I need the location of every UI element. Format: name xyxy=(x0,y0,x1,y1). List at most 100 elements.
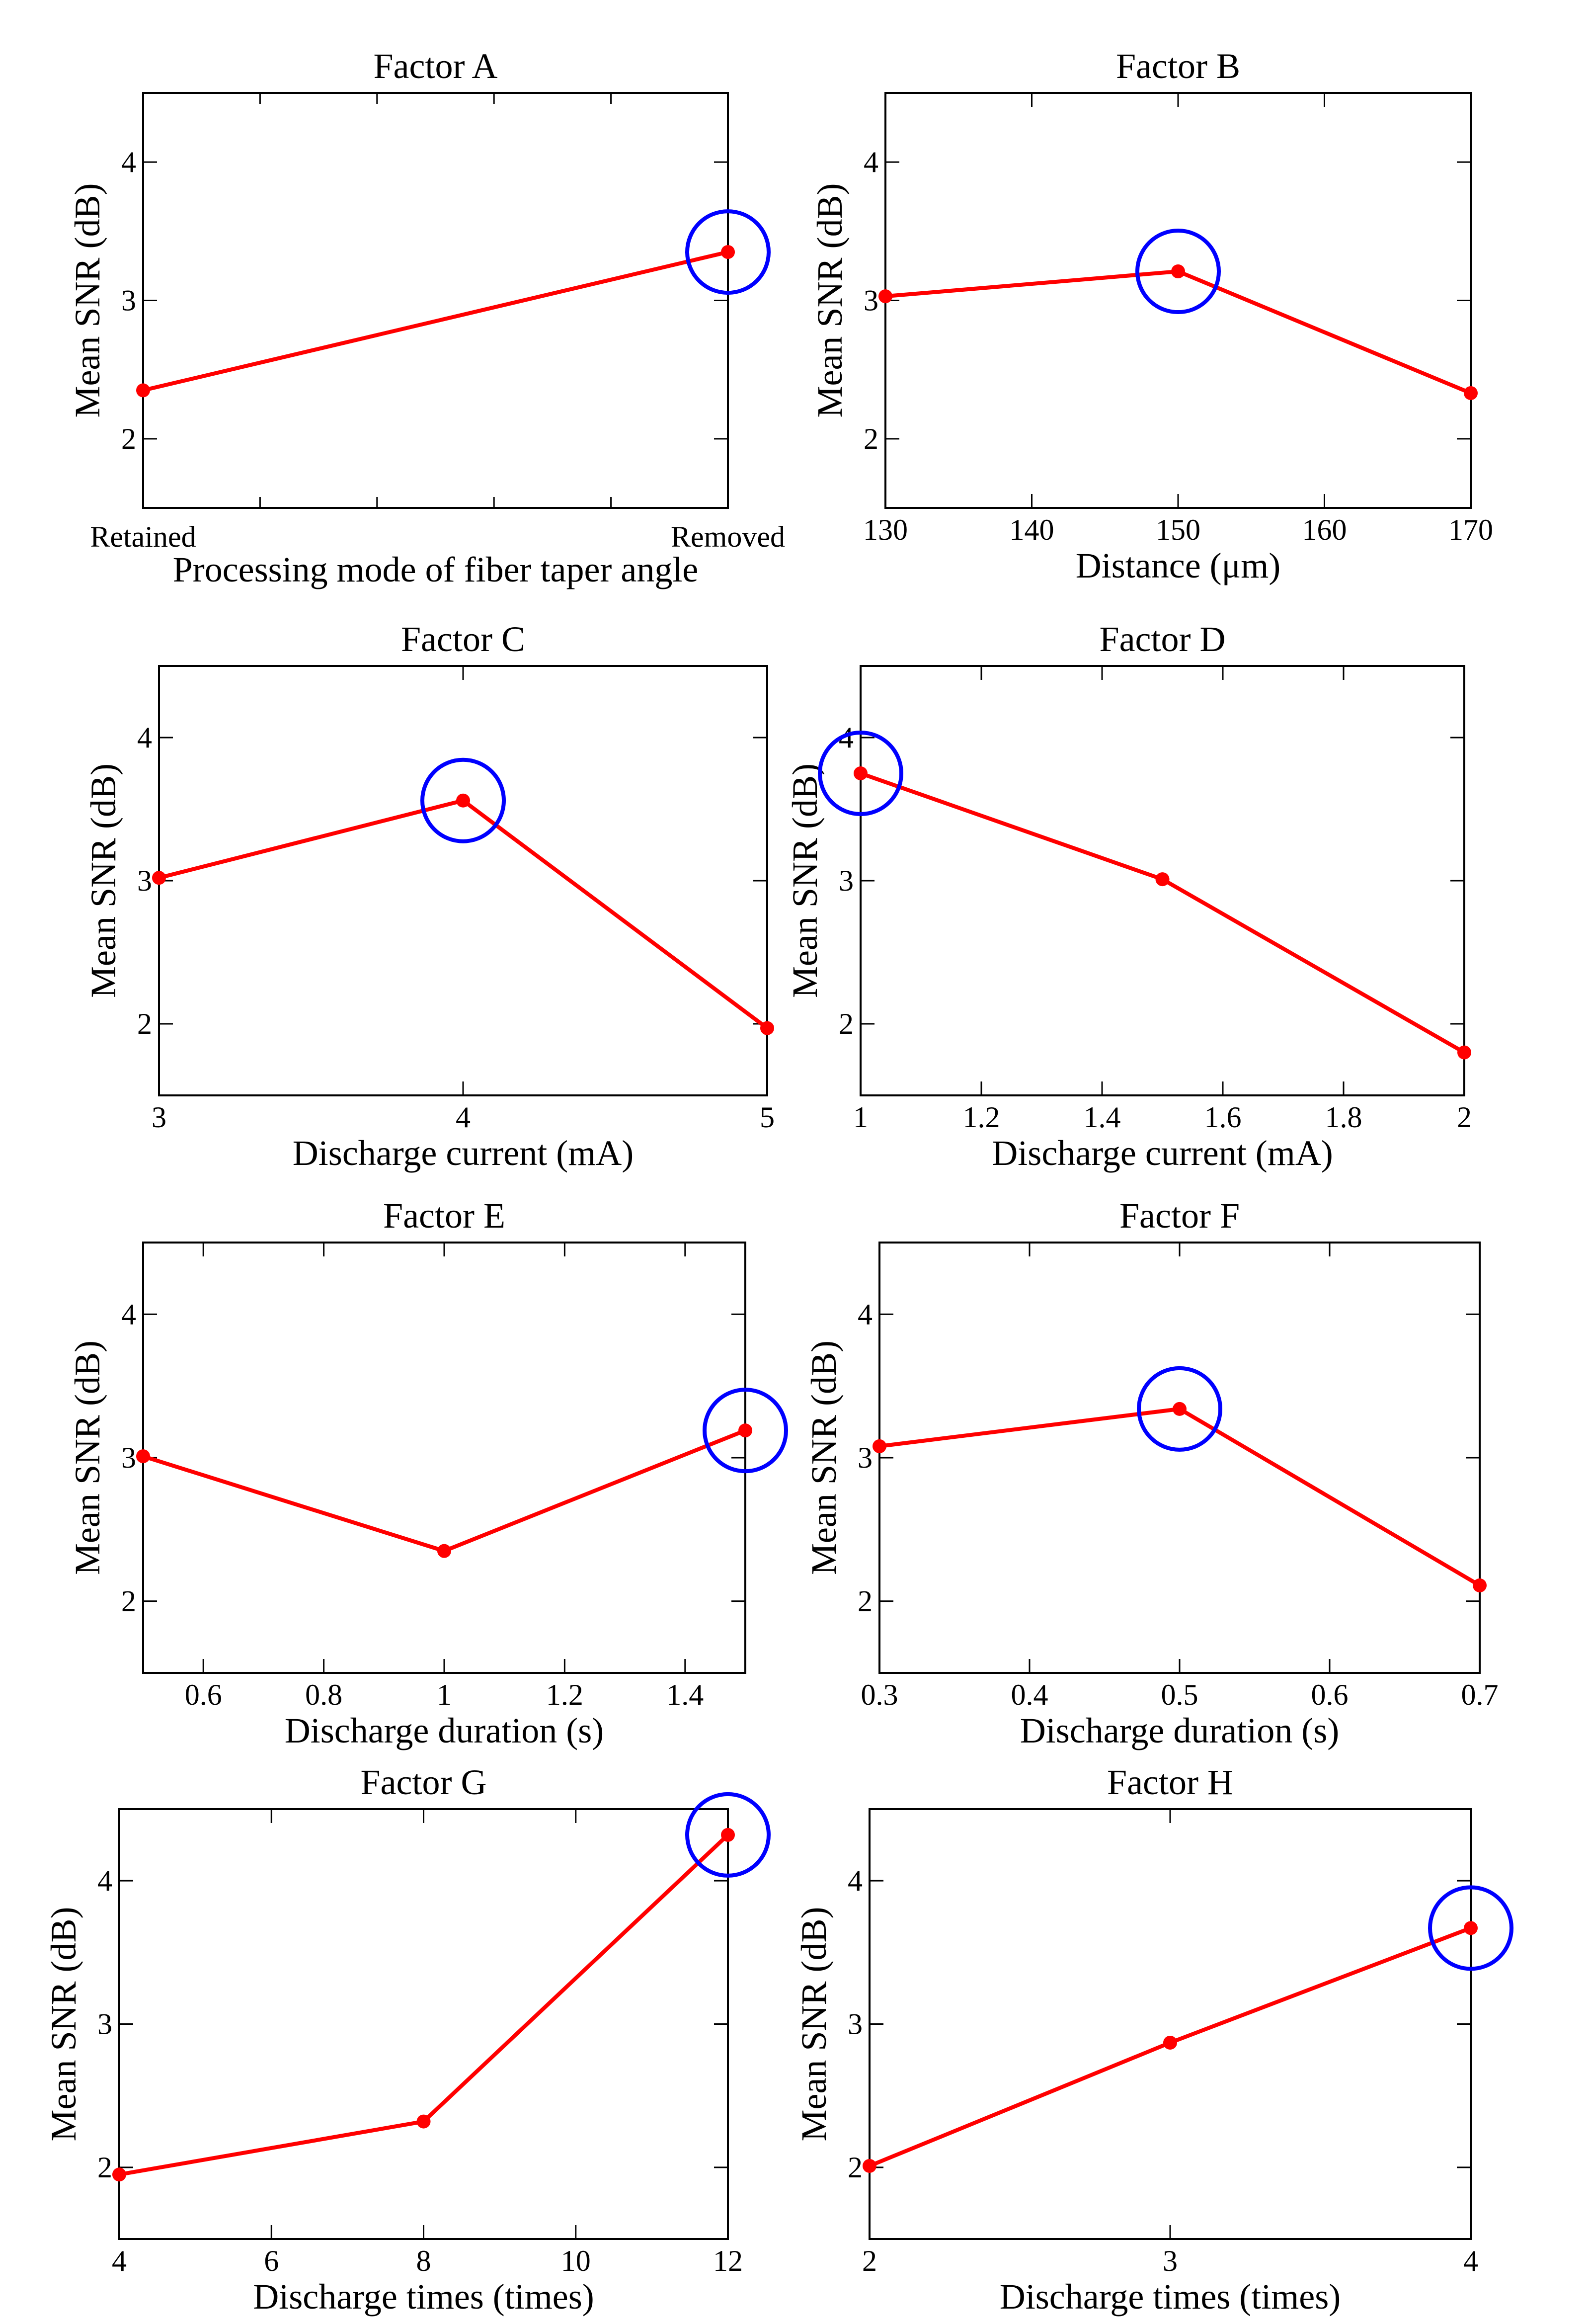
data-point xyxy=(1171,264,1185,279)
chart-title: Factor B xyxy=(1116,46,1240,86)
x-tick-label: 0.6 xyxy=(1311,1678,1349,1711)
x-tick-label: 0.5 xyxy=(1161,1678,1198,1711)
x-tick-label: 0.7 xyxy=(1461,1678,1499,1711)
x-axis-label: Discharge current (mA) xyxy=(992,1133,1333,1173)
y-tick-label: 4 xyxy=(864,146,878,178)
data-point xyxy=(873,1439,886,1453)
x-tick-label: 8 xyxy=(416,2244,431,2277)
x-tick-label: 0.6 xyxy=(185,1678,222,1711)
x-axis-label: Distance (μm) xyxy=(1076,546,1280,585)
x-tick-label: 160 xyxy=(1302,513,1347,546)
series-line xyxy=(157,798,769,1030)
optimal-level-highlight xyxy=(1135,229,1221,315)
series-line xyxy=(877,1407,1482,1587)
x-tick-label: 3 xyxy=(1163,2244,1178,2277)
y-tick-label: 3 xyxy=(848,2008,863,2041)
x-tick-label: 4 xyxy=(1463,2244,1478,2277)
chart-panel: Factor C 2 3 4 3 4 5 Discharge current (mA) Mean… xyxy=(83,619,775,1173)
y-axis-label: Mean SNR (dB) xyxy=(810,183,850,418)
y-tick-label: 3 xyxy=(97,2008,112,2041)
y-tick-label: 2 xyxy=(121,422,136,455)
x-tick-label: 150 xyxy=(1156,513,1200,546)
y-axis-label: Mean SNR (dB) xyxy=(794,1907,834,2142)
x-tick-label: 4 xyxy=(456,1101,471,1134)
x-tick-label: 1.8 xyxy=(1325,1101,1362,1134)
x-tick-label: 1 xyxy=(853,1101,868,1134)
x-tick-label: 12 xyxy=(713,2244,743,2277)
data-point xyxy=(878,289,892,304)
series-line xyxy=(141,1428,747,1553)
x-axis-label: Discharge duration (s) xyxy=(285,1711,604,1750)
chart-panel: Factor F 2 3 4 0.3 0.4 0.5 0.6 0.7 Discharge dura… xyxy=(804,1196,1499,1750)
y-tick-label: 4 xyxy=(848,1864,863,1897)
plot-frame xyxy=(158,665,768,1096)
plot-frame xyxy=(118,1808,729,2240)
x-tick-label: 140 xyxy=(1010,513,1054,546)
y-axis-label: Mean SNR (dB) xyxy=(804,1340,844,1575)
x-axis-label: Discharge times (times) xyxy=(1000,2277,1341,2317)
optimal-level-highlight xyxy=(1137,1366,1222,1452)
y-tick-label: 2 xyxy=(839,1007,854,1040)
data-point xyxy=(1155,872,1170,887)
x-tick-label: 0.8 xyxy=(305,1678,342,1711)
data-point xyxy=(1464,1921,1478,1935)
y-tick-label: 3 xyxy=(121,284,136,317)
x-axis-label: Processing mode of fiber taper angle xyxy=(173,550,699,589)
x-tick-label: 1.2 xyxy=(963,1101,1000,1134)
data-point xyxy=(1464,386,1478,400)
chart-panel: Factor B 2 3 4 130 140 150 160 170 Distance (μm) M… xyxy=(810,46,1493,585)
y-tick-label: 2 xyxy=(858,1585,873,1618)
data-point xyxy=(854,766,868,780)
y-axis-label: Mean SNR (dB) xyxy=(83,763,123,998)
chart-title: Factor E xyxy=(383,1196,505,1236)
chart-title: Factor H xyxy=(1107,1762,1233,1802)
y-axis-label: Mean SNR (dB) xyxy=(44,1907,83,2142)
y-tick-label: 3 xyxy=(137,864,152,897)
y-axis-label: Mean SNR (dB) xyxy=(785,763,825,998)
x-axis-label: Discharge times (times) xyxy=(253,2277,594,2317)
data-point xyxy=(437,1544,451,1558)
optimal-level-highlight xyxy=(420,757,506,843)
x-tick-label: 170 xyxy=(1448,513,1493,546)
y-tick-label: 2 xyxy=(864,422,878,455)
y-axis-label: Mean SNR (dB) xyxy=(68,183,107,418)
x-tick-label: 6 xyxy=(264,2244,279,2277)
x-tick-label: 2 xyxy=(862,2244,877,2277)
x-tick-label: 1.2 xyxy=(546,1678,583,1711)
x-tick-label: Removed xyxy=(671,520,785,553)
plot-frame xyxy=(878,1242,1481,1674)
x-tick-label: 2 xyxy=(1457,1101,1472,1134)
plot-frame xyxy=(142,1242,746,1674)
chart-title: Factor G xyxy=(361,1762,487,1802)
data-point xyxy=(456,793,470,808)
plot-frame xyxy=(884,92,1472,509)
plot-frame xyxy=(142,92,729,509)
data-point xyxy=(721,1827,735,1842)
x-tick-label: Retained xyxy=(90,520,196,553)
y-tick-label: 3 xyxy=(121,1441,136,1474)
y-tick-label: 2 xyxy=(121,1585,136,1618)
data-point xyxy=(721,245,735,259)
chart-panel: Factor G 2 3 4 4 6 8 10 12 Discharge times (times… xyxy=(44,1762,771,2317)
y-tick-label: 4 xyxy=(858,1298,873,1330)
data-point xyxy=(136,1449,150,1464)
plot-frame xyxy=(869,1808,1472,2240)
y-tick-label: 2 xyxy=(137,1007,152,1040)
optimal-level-highlight xyxy=(703,1388,788,1474)
chart-title: Factor F xyxy=(1119,1196,1240,1236)
x-tick-label: 0.3 xyxy=(861,1678,898,1711)
series-line xyxy=(859,771,1466,1055)
data-point xyxy=(112,2167,126,2182)
x-tick-label: 5 xyxy=(760,1101,775,1134)
x-tick-label: 130 xyxy=(863,513,908,546)
optimal-level-highlight xyxy=(685,1792,771,1878)
y-tick-label: 3 xyxy=(858,1441,873,1474)
y-tick-label: 3 xyxy=(864,284,878,317)
chart-title: Factor D xyxy=(1100,619,1226,659)
y-tick-label: 4 xyxy=(121,146,136,178)
data-point xyxy=(152,871,166,885)
data-point xyxy=(1173,1402,1187,1416)
data-point xyxy=(1473,1578,1487,1592)
x-tick-label: 1.4 xyxy=(1084,1101,1121,1134)
